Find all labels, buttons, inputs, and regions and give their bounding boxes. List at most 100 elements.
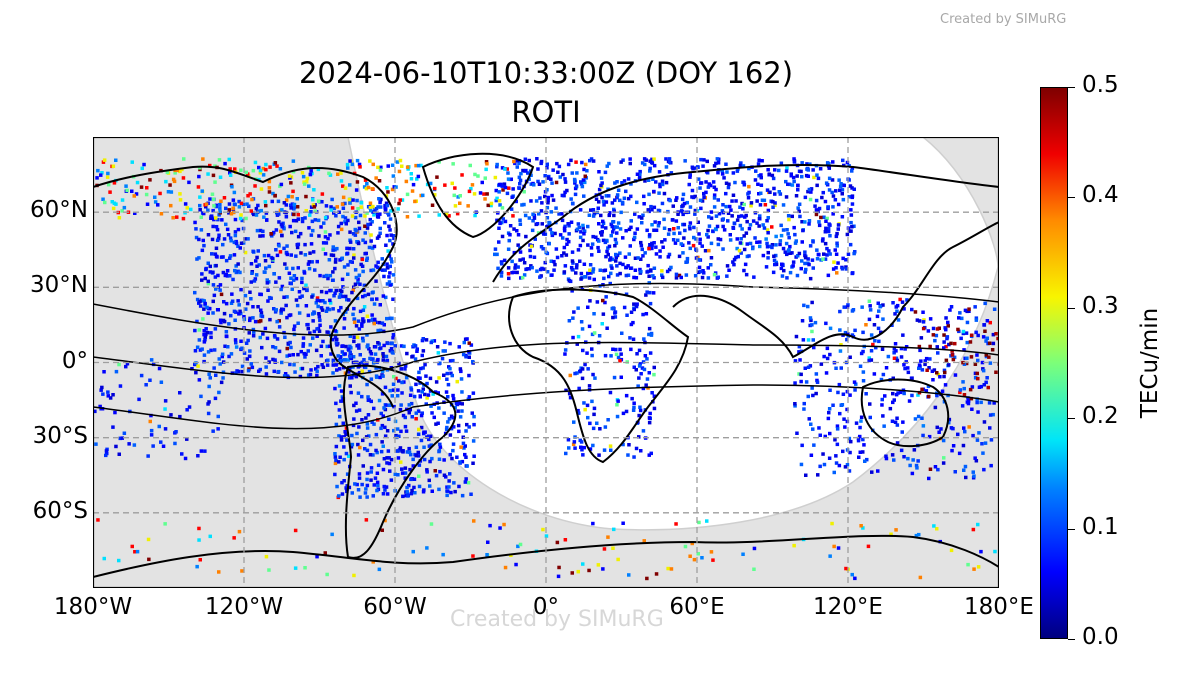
roti-dot [317,234,321,238]
roti-dot [811,266,815,270]
roti-dot [581,453,585,457]
roti-dot [256,203,260,208]
roti-dot [924,389,929,393]
roti-dot [111,393,115,397]
roti-dot [493,175,498,180]
roti-dot [237,312,241,316]
roti-dot [847,195,851,199]
roti-dot [309,169,313,173]
roti-dot [963,308,968,313]
roti-dot [389,478,394,482]
roti-dot [674,272,679,277]
roti-dot [320,192,325,196]
roti-dot [796,188,800,192]
roti-dot [732,221,737,226]
roti-dot [612,527,616,532]
roti-dot [642,202,646,206]
roti-dot [372,483,376,487]
roti-dot [806,174,810,178]
roti-dot [830,178,835,182]
roti-dot [516,233,521,237]
roti-dot [374,176,378,180]
roti-dot [361,438,365,443]
lon-tick-label: 120°W [204,594,284,620]
roti-dot [227,157,231,162]
roti-dot [828,554,832,558]
roti-dot [389,457,394,462]
roti-dot [352,256,356,260]
roti-dot [558,175,562,179]
roti-dot [239,168,243,172]
roti-dot [381,414,385,418]
roti-dot [588,299,592,303]
roti-dot [752,546,757,551]
roti-dot [285,244,289,248]
roti-dot [204,266,208,271]
roti-dot [363,231,367,235]
roti-dot [683,544,688,549]
roti-dot [353,215,358,220]
roti-dot [437,487,441,492]
roti-dot [449,426,454,431]
roti-dot [333,455,338,459]
roti-dot [583,180,587,185]
roti-dot [381,352,385,356]
roti-dot [642,539,646,543]
roti-dot [971,527,976,532]
roti-dot [221,376,225,380]
roti-dot [981,368,986,373]
roti-dot [469,492,473,496]
roti-dot [810,386,814,390]
roti-dot [308,213,312,217]
roti-dot [596,206,600,210]
roti-dot [970,385,975,389]
roti-dot [106,390,110,394]
roti-dot [573,371,577,376]
roti-dot [240,369,245,374]
roti-dot [585,403,590,408]
roti-dot [315,334,319,338]
roti-dot [938,375,942,379]
roti-dot [357,220,361,225]
roti-dot [354,401,358,405]
roti-dot [568,373,572,378]
roti-dot [460,390,464,394]
roti-dot [330,197,334,202]
roti-dot [835,271,839,275]
roti-dot [806,168,810,172]
roti-dot [696,177,701,181]
roti-dot [495,162,499,167]
roti-dot [517,175,522,180]
roti-dot [208,306,212,311]
roti-dot [339,221,343,226]
roti-dot [883,394,887,398]
roti-dot [920,416,924,420]
roti-dot [451,416,455,420]
roti-dot [358,309,363,314]
roti-dot [193,220,197,225]
roti-dot [360,369,364,373]
roti-dot [561,236,565,240]
roti-dot [785,166,789,170]
roti-dot [631,320,635,325]
roti-dot [357,370,362,375]
roti-dot [467,373,471,378]
roti-dot [896,391,900,395]
roti-dot [548,227,553,232]
roti-dot [428,181,433,186]
roti-dot [215,238,220,242]
roti-dot [258,171,263,175]
roti-dot [621,411,626,416]
roti-dot [139,185,144,189]
roti-dot [985,376,989,380]
roti-dot [358,353,362,357]
roti-dot [463,444,467,448]
roti-dot [199,215,203,219]
roti-dot [942,374,946,379]
roti-dot [895,309,899,313]
roti-dot [464,455,468,459]
roti-dot [333,260,338,264]
roti-dot [705,232,709,237]
roti-dot [742,183,747,187]
roti-dot [555,255,560,260]
